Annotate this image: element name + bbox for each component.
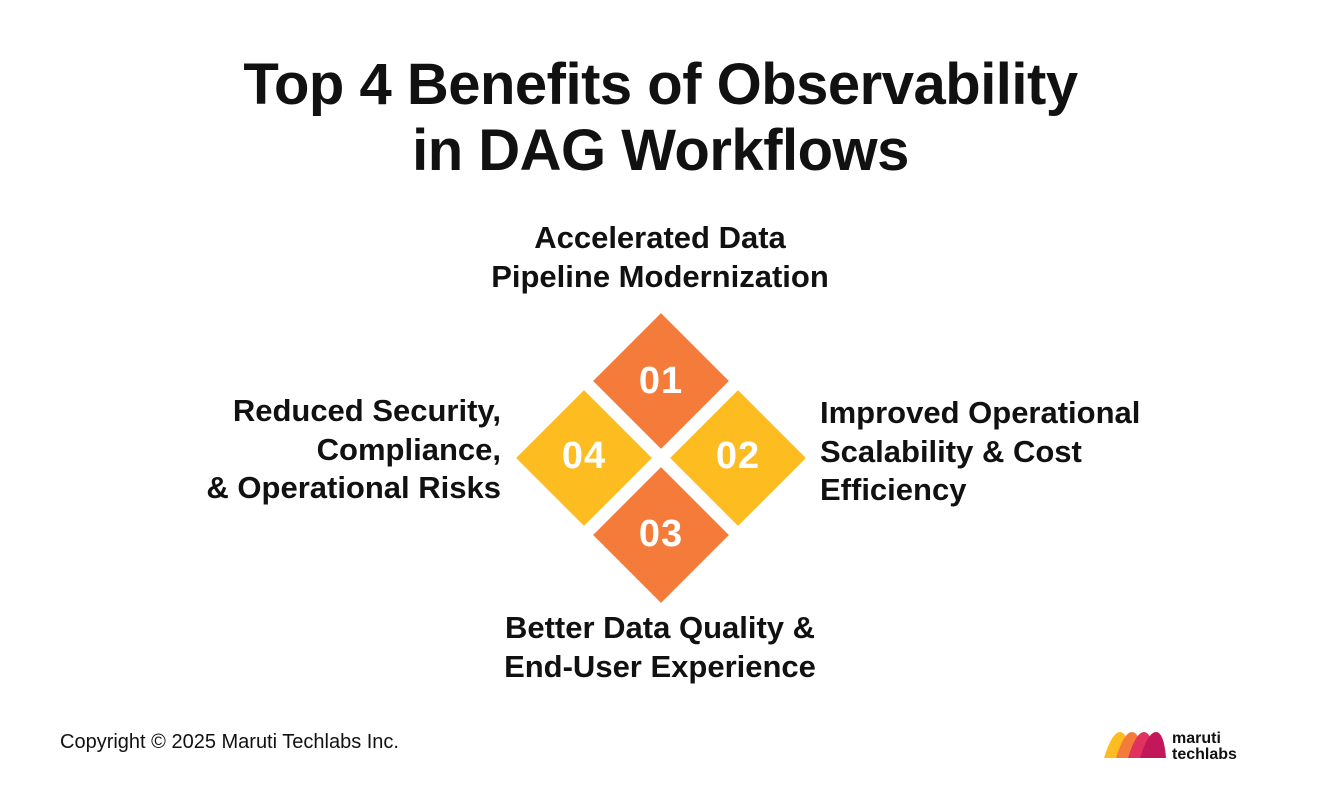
page-title-line-2: in DAG Workflows xyxy=(412,118,909,183)
benefit-02-label: Improved Operational Scalability & Cost … xyxy=(820,394,1140,510)
logo-wordmark-line-1: maruti xyxy=(1172,730,1221,747)
benefit-03-label: Better Data Quality & End-User Experienc… xyxy=(360,609,960,686)
benefit-02-label-line-2: Scalability & Cost xyxy=(820,433,1082,469)
benefit-03-label-line-1: Better Data Quality & xyxy=(504,610,816,645)
logo-hump-4 xyxy=(1140,732,1166,758)
benefit-01-label-line-1: Accelerated Data xyxy=(534,220,786,255)
logo-mark-icon xyxy=(1104,732,1166,758)
logo-wordmark: maruti techlabs xyxy=(1172,731,1237,763)
benefit-04-label-line-3: & Operational Risks xyxy=(206,470,501,505)
benefit-01-label-line-2: Pipeline Modernization xyxy=(491,258,829,294)
benefit-02-label-line-3: Efficiency xyxy=(820,472,967,507)
benefit-01-number: 01 xyxy=(638,360,684,402)
benefit-03-number: 03 xyxy=(638,513,684,555)
benefit-02-label-line-1: Improved Operational xyxy=(820,395,1141,430)
benefit-04-label-line-2: Compliance, xyxy=(316,431,501,467)
page-title-line-1: Top 4 Benefits of Observability xyxy=(243,52,1078,117)
copyright-text: Copyright © 2025 Maruti Techlabs Inc. xyxy=(60,731,399,753)
benefit-02-number: 02 xyxy=(715,435,761,477)
benefit-01-label: Accelerated Data Pipeline Modernization xyxy=(360,219,960,296)
benefit-04-label: Reduced Security, Compliance, & Operatio… xyxy=(206,392,501,508)
page-title: Top 4 Benefits of Observability in DAG W… xyxy=(0,52,1321,184)
benefit-04-number: 04 xyxy=(561,435,607,477)
benefit-03-label-line-2: End-User Experience xyxy=(504,648,816,684)
benefit-04-label-line-1: Reduced Security, xyxy=(232,393,501,428)
brand-logo: maruti techlabs xyxy=(1102,728,1272,764)
logo-wordmark-line-2: techlabs xyxy=(1172,746,1237,763)
